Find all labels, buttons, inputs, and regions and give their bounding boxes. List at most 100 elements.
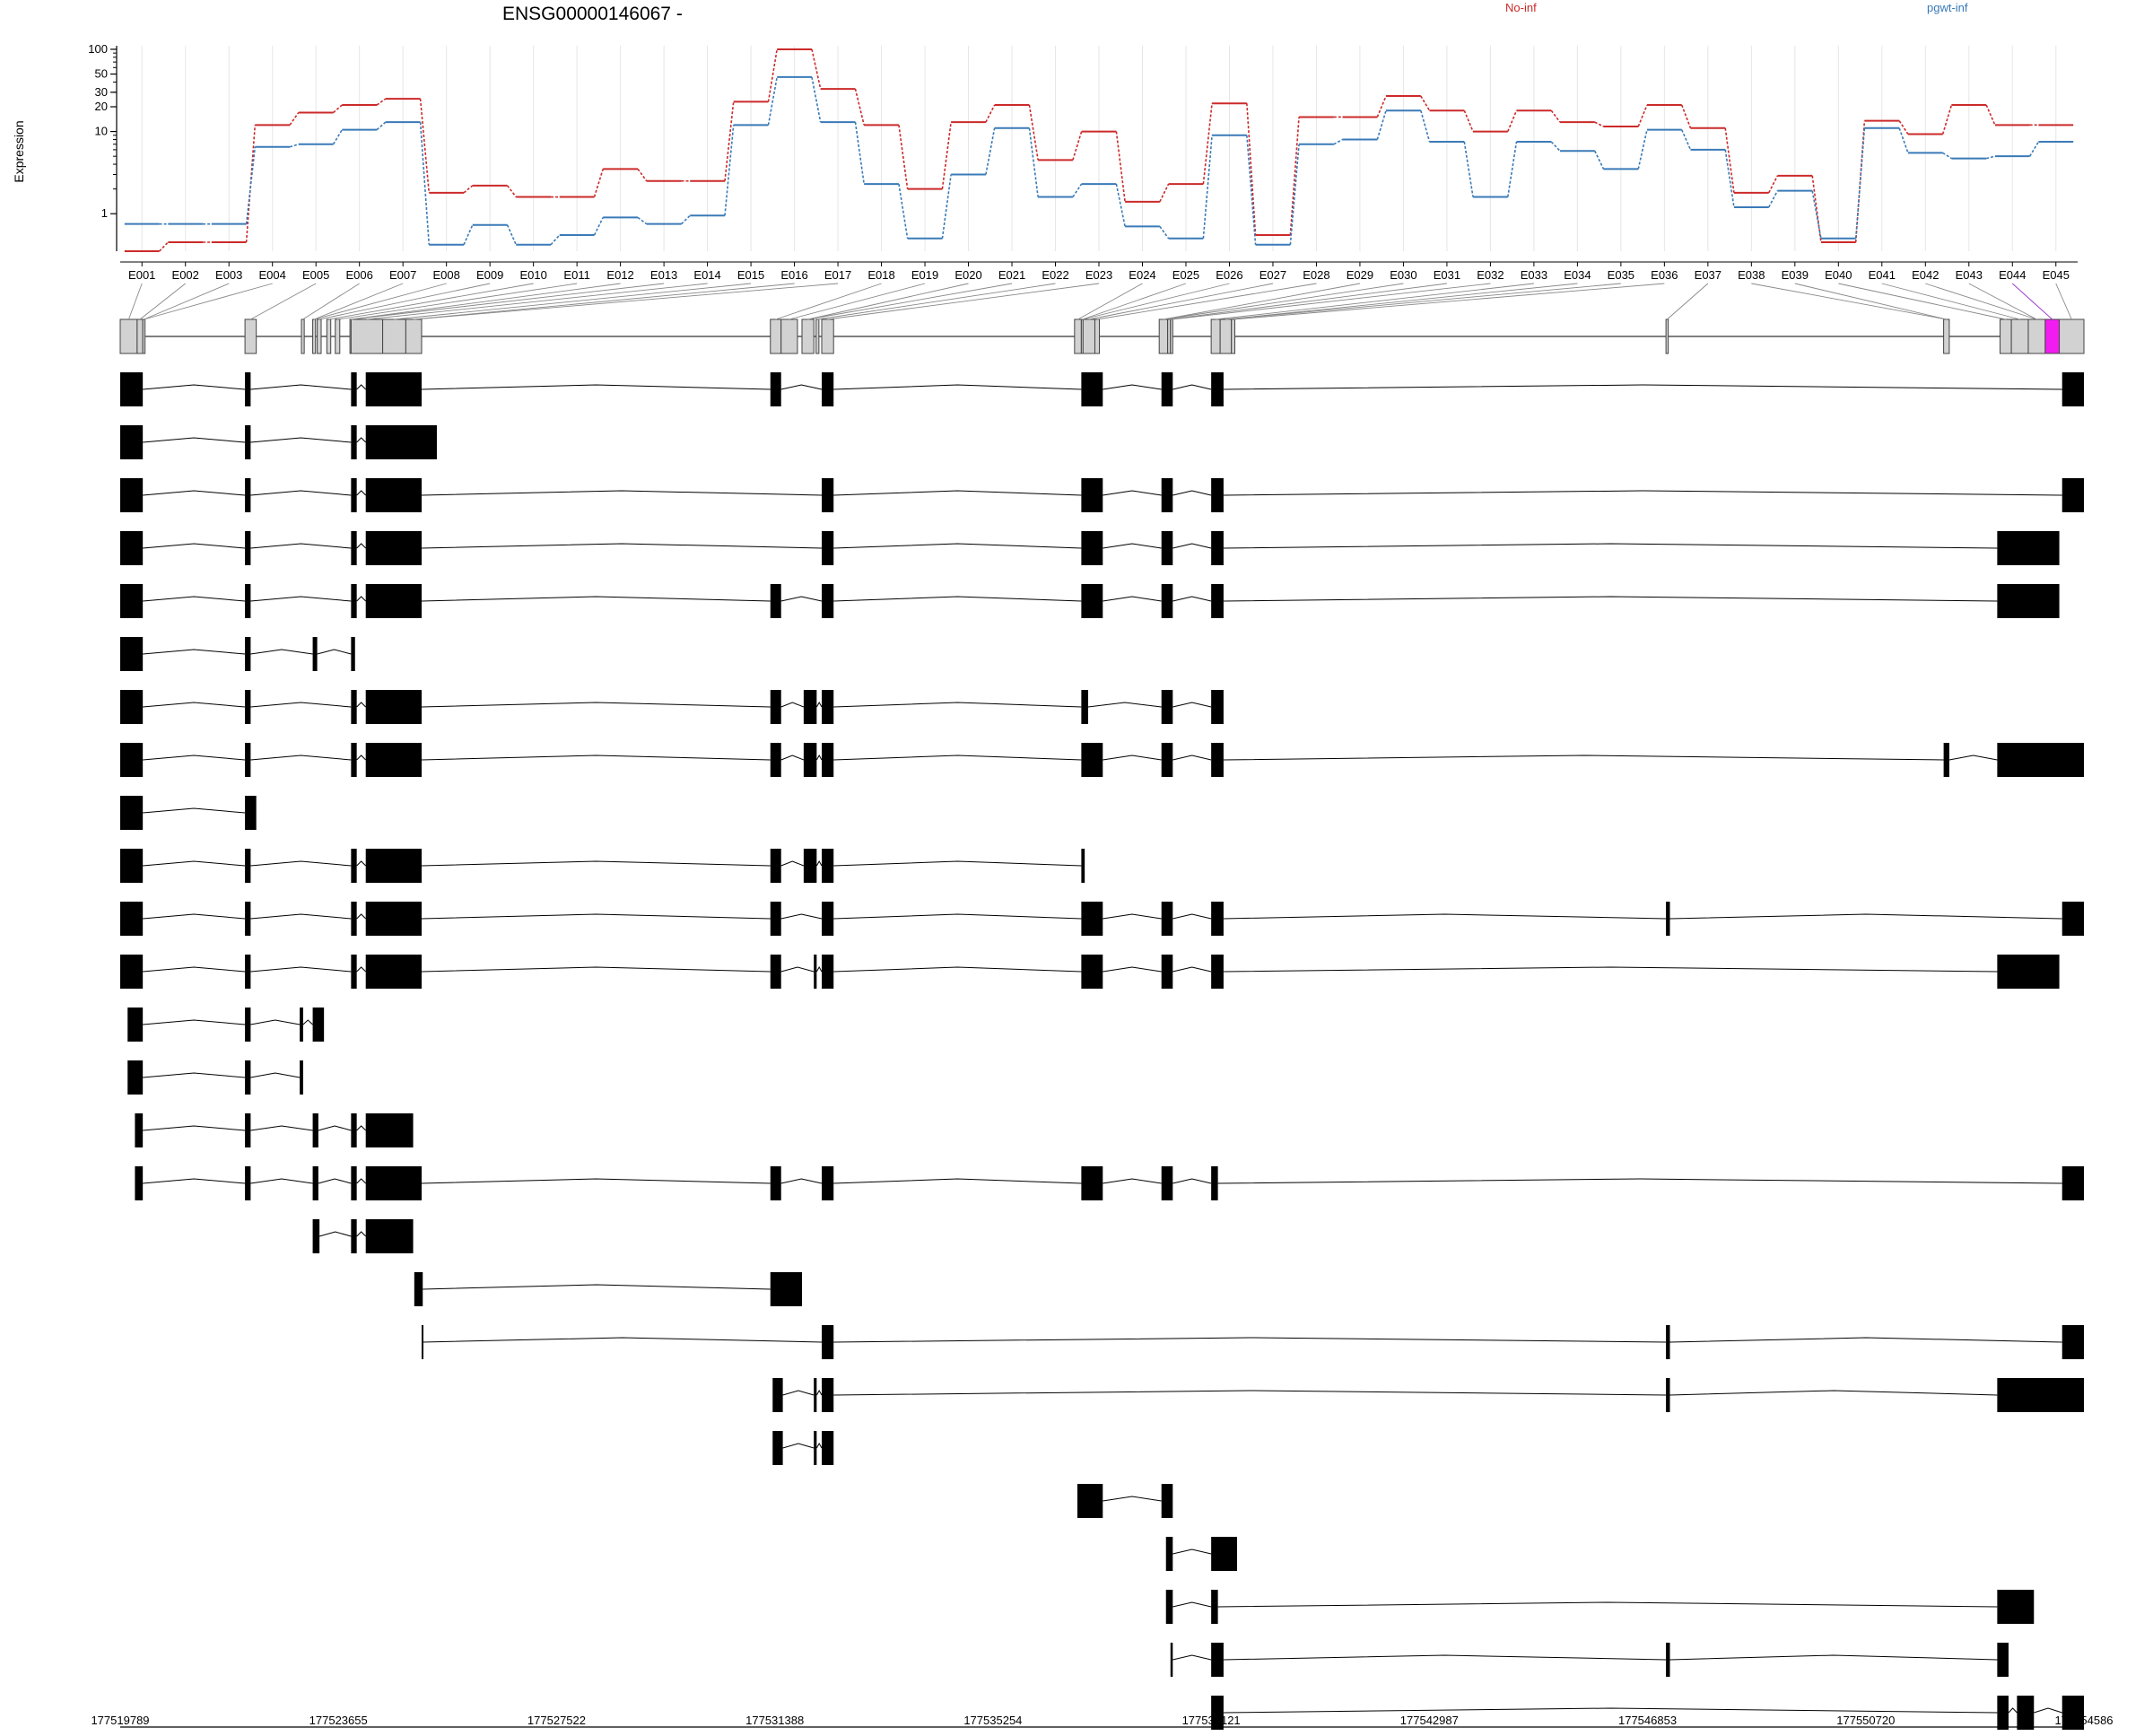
intron-line bbox=[1172, 384, 1212, 390]
exon-block bbox=[351, 955, 357, 989]
exon-connector bbox=[128, 283, 143, 320]
intron-line bbox=[1103, 543, 1162, 549]
exon-block bbox=[312, 637, 318, 671]
exon-block bbox=[1165, 1590, 1173, 1624]
exon-block bbox=[1076, 1484, 1103, 1518]
intron-line bbox=[143, 860, 246, 867]
exon-connector bbox=[1077, 283, 1143, 320]
series-connector bbox=[1550, 109, 1561, 123]
exon-block bbox=[365, 902, 422, 936]
y-tick-label: 10 bbox=[95, 125, 108, 138]
gene-model-exon bbox=[815, 318, 820, 354]
intron-line bbox=[143, 384, 246, 390]
exon-block bbox=[365, 690, 422, 724]
transcript-21 bbox=[772, 1431, 834, 1465]
intron-line bbox=[143, 649, 246, 655]
gene-model-exon bbox=[2000, 318, 2012, 354]
x-tick-label: E024 bbox=[1129, 268, 1155, 282]
x-tick-label: E028 bbox=[1303, 268, 1329, 282]
intron-line bbox=[833, 384, 1082, 390]
series-connector bbox=[1724, 127, 1735, 193]
exon-connector bbox=[1225, 283, 1621, 320]
intron-line bbox=[1103, 1496, 1162, 1502]
exon-block bbox=[1170, 1643, 1173, 1677]
genomic-axis-tick-label: 177527522 bbox=[527, 1714, 586, 1727]
series-connector bbox=[1941, 104, 1953, 135]
intron-line bbox=[1223, 913, 1667, 920]
intron-line bbox=[356, 1125, 367, 1131]
series-connector bbox=[767, 76, 778, 126]
exon-block bbox=[2061, 372, 2084, 406]
gene-model-exon bbox=[317, 318, 322, 354]
intron-line bbox=[1669, 913, 2062, 920]
exon-block bbox=[120, 478, 144, 512]
intron-line bbox=[833, 860, 1082, 867]
intron-line bbox=[1948, 755, 1998, 761]
exon-block bbox=[803, 849, 817, 883]
intron-line bbox=[1103, 966, 1162, 973]
exon-connector bbox=[1838, 283, 2006, 320]
genomic-axis-tick-label: 177554586 bbox=[2054, 1714, 2113, 1727]
series-connector bbox=[289, 144, 300, 148]
x-tick-label: E019 bbox=[911, 268, 938, 282]
series-connector bbox=[1289, 117, 1300, 236]
exon-block bbox=[245, 372, 251, 406]
intron-line bbox=[143, 1072, 246, 1078]
x-tick-label: E016 bbox=[780, 268, 807, 282]
exon-block bbox=[351, 372, 357, 406]
intron-line bbox=[833, 966, 1082, 973]
gene-model-exon bbox=[1210, 318, 1221, 354]
exon-connector bbox=[2011, 283, 2053, 320]
exon-block bbox=[772, 1431, 783, 1465]
exon-block bbox=[312, 1008, 325, 1042]
intron-line bbox=[1172, 913, 1212, 920]
exon-block bbox=[351, 1113, 357, 1147]
intron-line bbox=[421, 966, 771, 973]
transcript-24 bbox=[1165, 1590, 2035, 1624]
intron-line bbox=[356, 384, 367, 390]
y-tick-label: 1 bbox=[101, 206, 108, 220]
exon-block bbox=[1997, 531, 2060, 565]
exon-connector bbox=[302, 283, 360, 320]
intron-line bbox=[833, 1178, 1082, 1184]
exon-connector bbox=[775, 283, 882, 320]
exon-connector bbox=[314, 283, 447, 320]
intron-line bbox=[1217, 1178, 2062, 1184]
exon-block bbox=[822, 372, 834, 406]
exon-block bbox=[245, 1060, 251, 1095]
intron-line bbox=[143, 490, 246, 496]
x-tick-label: E026 bbox=[1216, 268, 1242, 282]
intron-line bbox=[250, 702, 352, 708]
exon-connector bbox=[1082, 283, 1187, 320]
intron-line bbox=[1217, 1601, 1998, 1608]
exon-block bbox=[351, 531, 357, 565]
gene-model-exon bbox=[335, 318, 341, 354]
intron-line bbox=[356, 437, 367, 443]
y-tick-label: 100 bbox=[88, 42, 108, 56]
exon-block bbox=[365, 531, 422, 565]
x-tick-label: E014 bbox=[693, 268, 720, 282]
exon-block bbox=[365, 478, 422, 512]
intron-line bbox=[1172, 702, 1212, 708]
genomic-axis-tick-label: 177550720 bbox=[1836, 1714, 1895, 1727]
gene-model-exon bbox=[801, 318, 815, 354]
exon-block bbox=[120, 743, 144, 777]
x-tick-label: E003 bbox=[215, 268, 242, 282]
exon-block bbox=[421, 1325, 423, 1359]
series-connector bbox=[767, 48, 778, 102]
intron-line bbox=[1223, 1654, 1667, 1661]
intron-line bbox=[1223, 596, 1998, 602]
exon-block bbox=[1165, 1537, 1173, 1571]
gene-model-exon bbox=[821, 318, 834, 354]
exon-block bbox=[1997, 1696, 2009, 1730]
transcript-20 bbox=[772, 1378, 2084, 1412]
intron-line bbox=[1172, 1601, 1212, 1608]
series-connector bbox=[1854, 127, 1866, 239]
intron-line bbox=[356, 860, 367, 867]
exon-block bbox=[1081, 743, 1103, 777]
intron-line bbox=[1172, 1654, 1212, 1661]
exon-block bbox=[770, 584, 781, 618]
exon-block bbox=[1211, 1590, 1218, 1624]
exon-block bbox=[245, 743, 251, 777]
